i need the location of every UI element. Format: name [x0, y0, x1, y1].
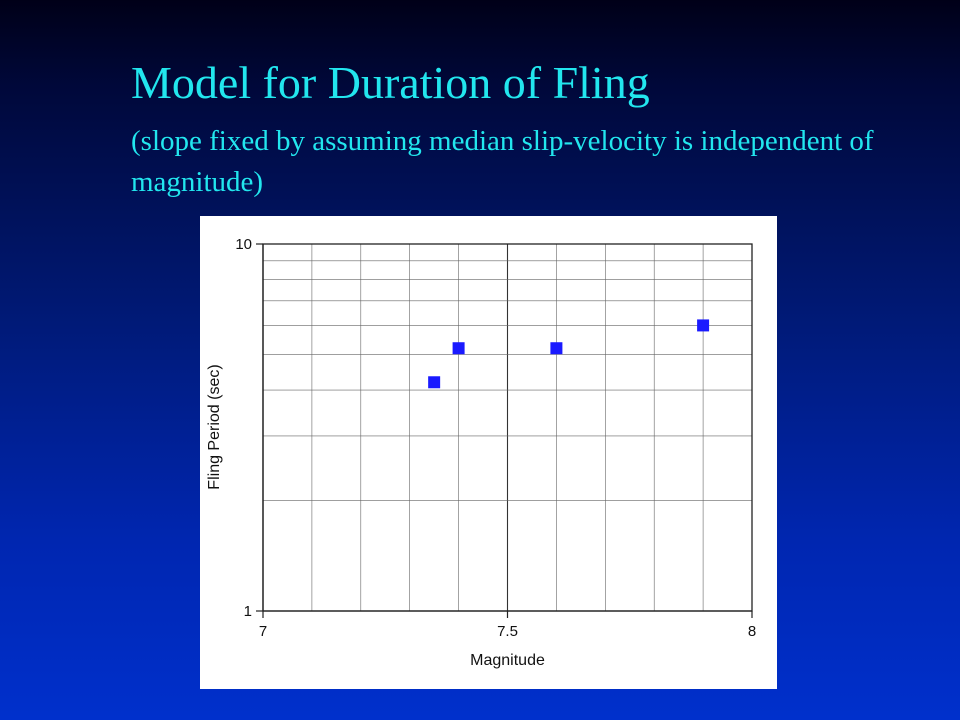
x-tick-label: 7: [259, 623, 267, 640]
data-point-marker: [550, 342, 563, 355]
slide-subtitle: (slope fixed by assuming median slip-vel…: [131, 125, 874, 198]
chart-panel: 7 7.5 8 1 10 Magnitude Fling Period (sec): [200, 216, 777, 689]
x-tick-label: 8: [748, 623, 756, 640]
y-tick-label: 10: [235, 236, 252, 253]
data-point-marker: [697, 319, 710, 332]
chart-grid: [263, 244, 752, 611]
data-point-marker: [428, 376, 441, 389]
data-point-marker: [452, 342, 465, 355]
x-axis-label: Magnitude: [470, 652, 545, 669]
axis-ticks: 7 7.5 8 1 10: [235, 236, 756, 640]
y-tick-label: 1: [244, 603, 252, 620]
data-points: [428, 319, 710, 389]
scatter-chart: 7 7.5 8 1 10 Magnitude Fling Period (sec): [206, 236, 756, 669]
x-tick-label: 7.5: [497, 623, 518, 640]
slide-title: Model for Duration of Fling: [131, 57, 650, 108]
y-axis-label: Fling Period (sec): [206, 364, 223, 489]
